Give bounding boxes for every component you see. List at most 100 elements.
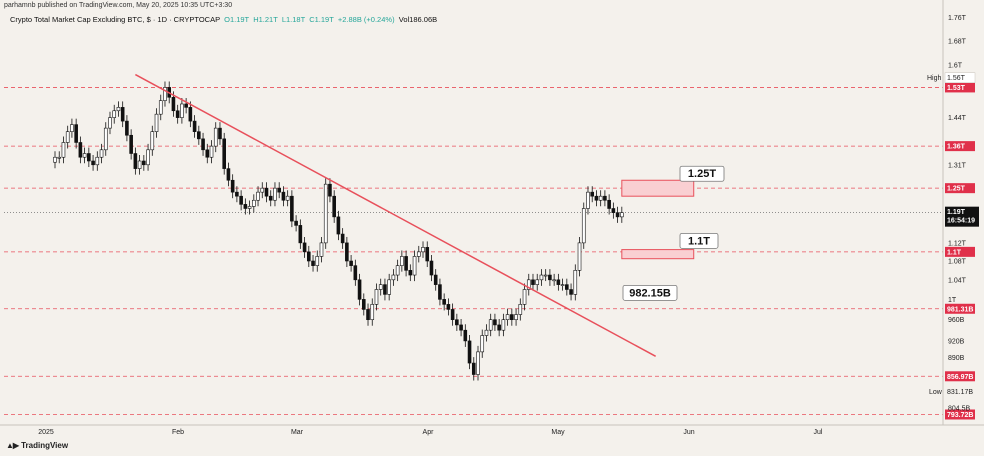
candle-body-69 [345,242,349,262]
candle-body-89 [429,260,434,276]
price-tick-label-10: 920B [948,338,965,345]
candle-body-91 [438,284,442,300]
candle-body-104 [493,319,497,326]
candle-body-21 [142,160,146,166]
candle-body-133 [615,212,620,218]
candle-body-1 [57,156,62,159]
candle-body-98 [467,340,472,364]
price-tick-label-0: 1.76T [948,15,967,22]
candle-body-114 [535,279,540,285]
candle-body-82 [400,256,404,266]
candle-body-44 [239,195,243,205]
candle-body-111 [522,289,527,305]
candle-body-77 [378,284,383,290]
candle-body-45 [243,204,248,209]
candle-body-109 [514,314,518,321]
volume-value: Vol186.06B [398,15,438,24]
symbol-name[interactable]: Crypto Total Market Cap Excluding BTC, $… [10,15,220,24]
candle-body-80 [391,274,396,281]
candle-body-96 [459,324,463,331]
candle-body-30 [180,103,184,118]
candle-body-10 [95,156,100,166]
candle-body-116 [543,274,548,277]
low-marker-value: 831.17B [947,389,973,396]
candle-body-100 [476,351,480,375]
tradingview-logo-icon: ▲▶ [6,441,19,450]
candle-body-67 [336,216,341,235]
candles-layer [53,81,624,381]
time-tick-label-3: Apr [423,429,435,436]
price-tick-label-1: 1.68T [948,38,967,45]
candle-body-125 [581,208,586,244]
ohlc-close: C1.19T [309,15,334,24]
candle-body-15 [116,107,121,112]
candle-body-74 [366,309,370,321]
price-tick-label-6: 1.08T [948,259,967,266]
candle-body-95 [455,319,459,326]
candle-body-60 [306,251,311,262]
ohlc-high: H1.21T [253,15,278,24]
candle-body-127 [590,191,595,197]
level-tag-6: 793.72B [947,412,973,419]
candle-body-34 [197,131,201,140]
candle-body-18 [129,134,133,154]
tradingview-brand[interactable]: ▲▶ TradingView [6,441,68,450]
candle-body-112 [526,279,531,290]
candle-body-61 [311,260,315,266]
level-tag-bg-3 [945,246,975,257]
candle-body-7 [82,153,87,158]
candle-body-122 [569,289,573,295]
level-tag-bg-6 [945,409,975,420]
candle-body-99 [471,362,476,375]
candle-body-41 [226,168,231,181]
candle-body-57 [294,220,298,226]
candle-body-0 [53,156,57,163]
candle-body-58 [298,225,303,244]
time-axis[interactable]: 2025 Feb Mar Apr May Jun Jul [0,424,984,436]
price-tick-label-11: 890B [948,355,965,362]
candle-body-101 [480,335,485,353]
candle-body-108 [510,314,514,321]
candle-body-75 [370,304,375,321]
candle-body-62 [315,256,320,266]
candle-body-8 [87,153,91,162]
price-tick-label-2: 1.6T [948,63,963,70]
candle-body-13 [108,117,112,129]
candle-body-83 [404,256,408,271]
price-tick-label-9: 960B [948,317,965,324]
level-tag-1: 1.36T [947,144,966,151]
candle-body-46 [247,206,252,209]
candle-body-68 [340,233,345,244]
candle-body-128 [594,195,599,201]
candle-body-14 [112,110,117,118]
candle-body-36 [205,149,210,158]
price-axis[interactable]: 1.53T 1.36T 1.25T 1.1T 981.31B 856.97B 793.72B… [927,0,979,425]
callout-box-2 [622,284,678,301]
candle-body-105 [497,324,501,331]
high-marker-label: High [927,75,942,82]
candle-body-50 [264,187,269,197]
candle-body-131 [607,199,611,209]
candle-body-56 [290,195,294,222]
candle-body-85 [412,256,417,276]
candle-body-9 [91,160,95,166]
candle-body-31 [184,103,188,108]
callout-box-1 [679,232,719,249]
candle-body-25 [158,100,163,115]
time-tick-label-1: Feb [172,429,184,436]
candle-body-23 [150,131,155,151]
candle-body-33 [192,120,197,132]
level-tag-5: 856.97B [947,374,973,381]
candle-body-92 [442,299,446,305]
candle-body-28 [171,96,176,112]
candle-body-94 [450,309,455,321]
candle-body-103 [488,319,493,331]
candle-body-123 [573,270,578,295]
candle-body-3 [65,131,70,143]
candle-body-22 [146,149,150,166]
current-price-tag: 1.19T [947,209,966,216]
candle-body-88 [425,247,430,262]
candle-body-48 [256,191,260,201]
ohlc-open: O1.19T [224,15,250,24]
